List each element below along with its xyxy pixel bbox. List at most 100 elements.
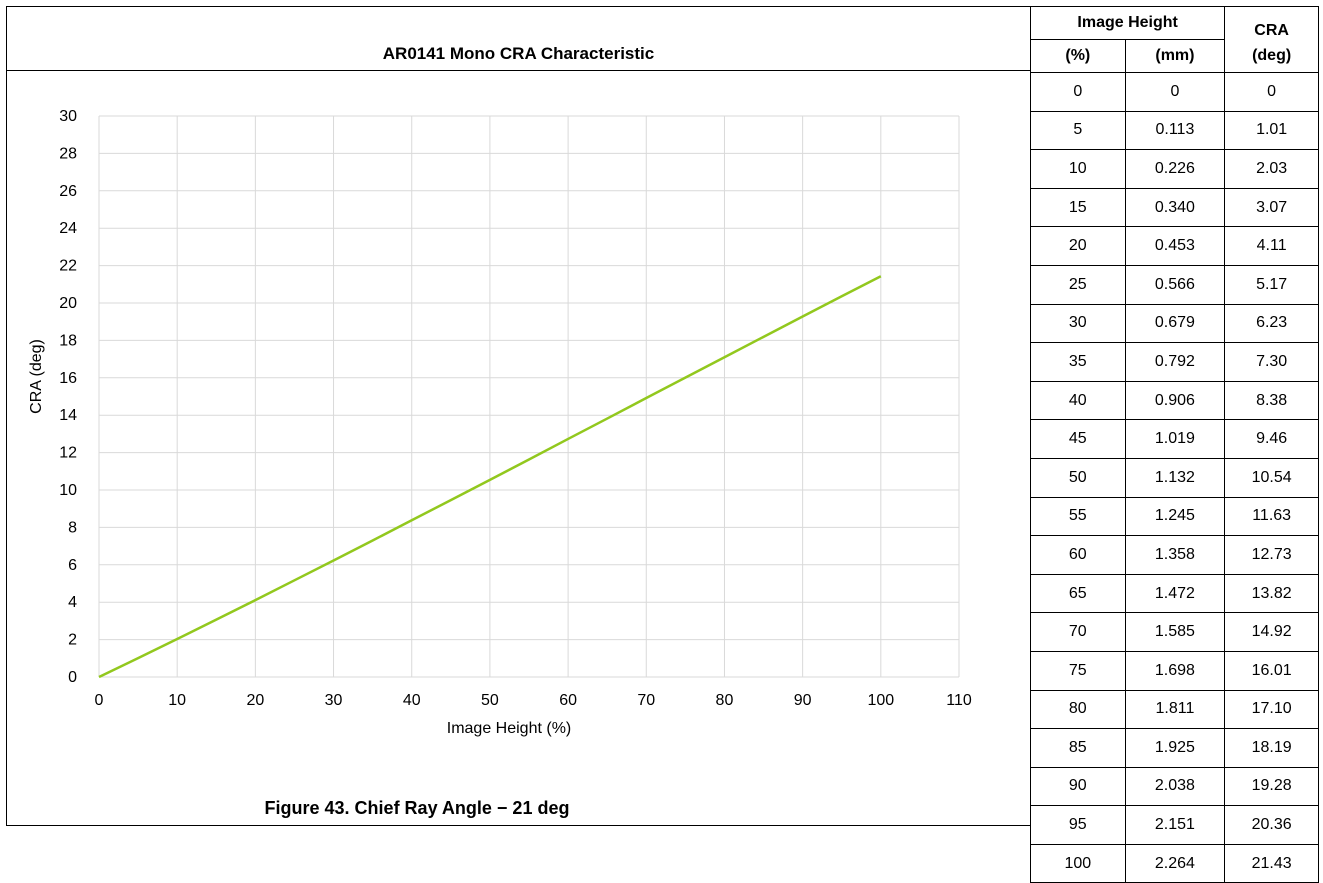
cell-mm: 1.472	[1124, 573, 1226, 614]
cell-deg: 19.28	[1224, 766, 1319, 807]
cell-pct: 95	[1030, 805, 1126, 845]
table-row: 65 1.472 13.82	[1030, 573, 1319, 614]
header-deg: (deg)	[1224, 39, 1319, 73]
header-image-height: Image Height	[1029, 6, 1226, 40]
y-tick-label: 6	[68, 557, 77, 574]
y-tick-label: 18	[59, 332, 77, 349]
y-tick-label: 22	[59, 258, 77, 275]
table-row: 100 2.264 21.43	[1030, 843, 1319, 883]
y-tick-label: 20	[59, 295, 77, 312]
cell-deg: 16.01	[1224, 650, 1319, 691]
x-tick-label: 30	[325, 692, 343, 709]
y-axis-label: CRA (deg)	[28, 339, 45, 414]
cell-deg: 10.54	[1224, 457, 1319, 498]
cell-pct: 25	[1030, 264, 1126, 305]
header-cra: CRA	[1224, 6, 1319, 40]
y-tick-label: 16	[59, 370, 77, 387]
table-row: 60 1.358 12.73	[1030, 535, 1319, 575]
figure-frame: AR0141 Mono CRA Characteristic 0 2 4 6 8 10 12…	[6, 6, 1319, 883]
y-tick-label: 8	[68, 519, 77, 536]
cell-deg: 9.46	[1224, 419, 1319, 459]
cell-deg: 21.43	[1224, 843, 1319, 883]
table-row: 80 1.811 17.10	[1030, 689, 1319, 730]
x-tick-label: 80	[716, 692, 734, 709]
cell-pct: 20	[1030, 226, 1126, 266]
cell-mm: 2.264	[1124, 843, 1226, 883]
cell-pct: 5	[1030, 110, 1126, 151]
cell-deg: 14.92	[1224, 612, 1319, 652]
cell-pct: 0	[1030, 72, 1126, 112]
cell-pct: 90	[1030, 766, 1126, 807]
table-row: 75 1.698 16.01	[1030, 650, 1319, 691]
cell-mm: 0.113	[1124, 110, 1226, 151]
x-tick-label: 0	[95, 692, 104, 709]
chart-title: AR0141 Mono CRA Characteristic	[7, 7, 1030, 71]
cell-pct: 85	[1030, 728, 1126, 768]
cell-mm: 1.132	[1124, 457, 1226, 498]
cell-pct: 75	[1030, 650, 1126, 691]
cell-deg: 17.10	[1224, 689, 1319, 730]
x-tick-label: 60	[559, 692, 577, 709]
cell-pct: 60	[1030, 535, 1126, 575]
x-tick-label: 10	[168, 692, 186, 709]
table-row: 70 1.585 14.92	[1030, 612, 1319, 652]
x-axis-label: Image Height (%)	[447, 720, 572, 737]
cell-pct: 80	[1030, 689, 1126, 730]
x-tick-label: 110	[946, 692, 972, 709]
cell-deg: 1.01	[1224, 110, 1319, 151]
x-tick-label: 70	[637, 692, 655, 709]
y-tick-label: 14	[59, 407, 77, 424]
table-row: 35 0.792 7.30	[1030, 342, 1319, 382]
y-tick-label: 4	[68, 594, 77, 611]
x-tick-label: 40	[403, 692, 421, 709]
table-row: 15 0.340 3.07	[1030, 187, 1319, 228]
x-tick-label: 90	[794, 692, 812, 709]
cra-table: Image Height CRA (%) (mm) (deg) 0 0 0 5 0.11…	[1029, 6, 1319, 883]
x-tick-label: 50	[481, 692, 499, 709]
y-tick-label: 12	[59, 445, 77, 462]
cell-deg: 8.38	[1224, 380, 1319, 421]
x-tick-label: 20	[246, 692, 264, 709]
table-row: 40 0.906 8.38	[1030, 380, 1319, 421]
cell-pct: 40	[1030, 380, 1126, 421]
cell-deg: 4.11	[1224, 226, 1319, 266]
y-tick-label: 24	[59, 220, 77, 237]
cell-deg: 18.19	[1224, 728, 1319, 768]
cell-mm: 1.698	[1124, 650, 1226, 691]
header-pct: (%)	[1030, 39, 1126, 73]
cell-pct: 15	[1030, 187, 1126, 228]
cell-mm: 0	[1124, 72, 1226, 112]
cell-deg: 11.63	[1224, 496, 1319, 537]
table-row: 20 0.453 4.11	[1030, 226, 1319, 266]
cell-mm: 1.245	[1124, 496, 1226, 537]
cell-deg: 6.23	[1224, 303, 1319, 344]
x-tick-label: 100	[867, 692, 894, 709]
cell-mm: 0.340	[1124, 187, 1226, 228]
chart-panel: AR0141 Mono CRA Characteristic 0 2 4 6 8 10 12…	[6, 6, 1031, 826]
cell-mm: 1.811	[1124, 689, 1226, 730]
table-row: 10 0.226 2.03	[1030, 149, 1319, 189]
cell-pct: 30	[1030, 303, 1126, 344]
table-header-row-1: Image Height CRA	[1029, 6, 1319, 40]
y-tick-label: 26	[59, 183, 77, 200]
cell-mm: 1.585	[1124, 612, 1226, 652]
cell-pct: 50	[1030, 457, 1126, 498]
table-row: 85 1.925 18.19	[1030, 728, 1319, 768]
cell-mm: 0.226	[1124, 149, 1226, 189]
y-tick-label: 10	[59, 482, 77, 499]
cell-pct: 100	[1030, 843, 1126, 883]
cell-mm: 0.906	[1124, 380, 1226, 421]
cell-pct: 35	[1030, 342, 1126, 382]
y-tick-label: 2	[68, 632, 77, 649]
cell-pct: 70	[1030, 612, 1126, 652]
cell-mm: 1.019	[1124, 419, 1226, 459]
cell-deg: 5.17	[1224, 264, 1319, 305]
table-row: 50 1.132 10.54	[1030, 457, 1319, 498]
cra-series-line	[98, 275, 882, 679]
cell-mm: 1.358	[1124, 535, 1226, 575]
cell-deg: 0	[1224, 72, 1319, 112]
table-row: 5 0.113 1.01	[1030, 110, 1319, 151]
table-row: 90 2.038 19.28	[1030, 766, 1319, 807]
y-tick-label: 30	[59, 108, 77, 125]
